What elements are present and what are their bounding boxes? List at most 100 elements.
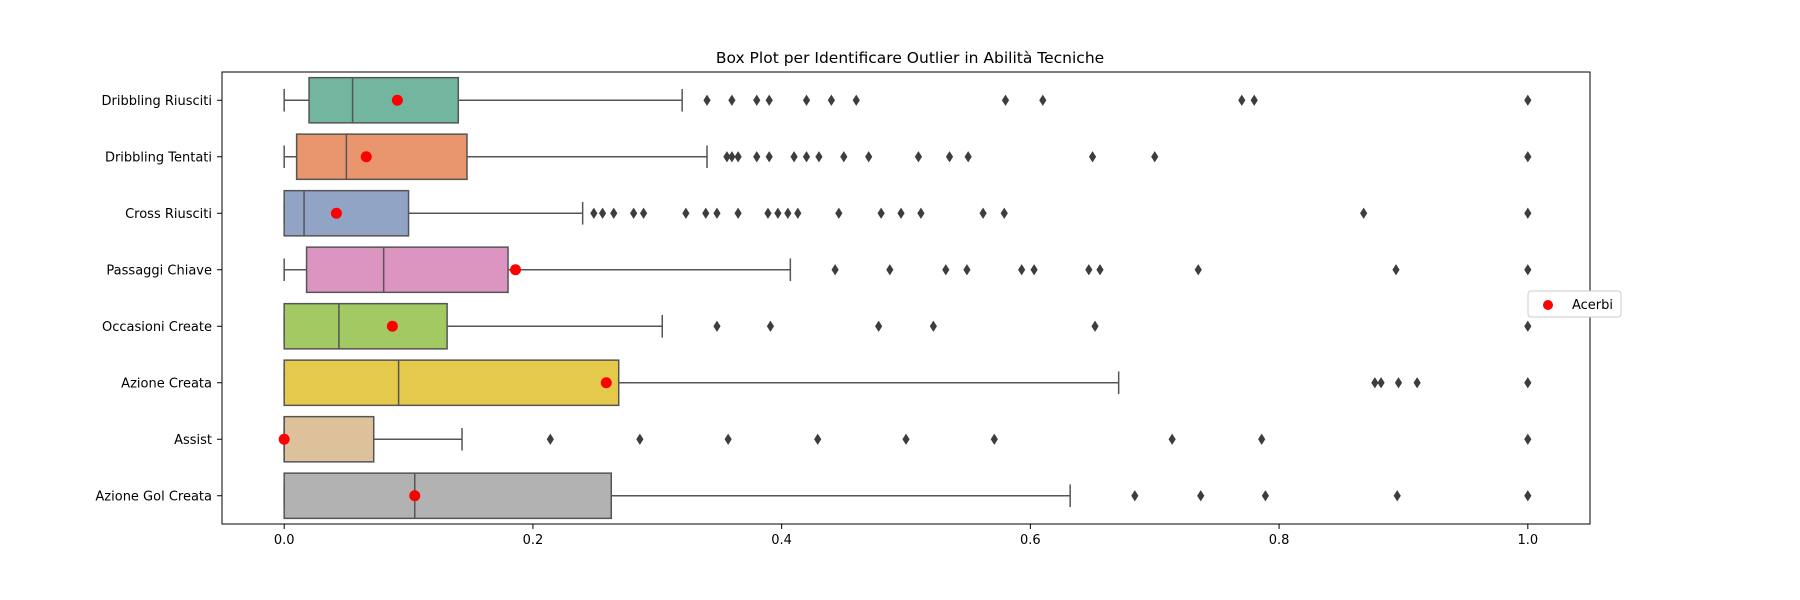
outlier-point [713, 320, 721, 332]
legend: Acerbi [1527, 290, 1622, 318]
box-occasioni-create [283, 302, 1532, 350]
outlier-point [1394, 377, 1403, 389]
outlier-point [636, 433, 644, 445]
plot-area [278, 76, 1532, 520]
x-tick-label: 0.6 [1020, 533, 1041, 548]
box-iqr [283, 415, 375, 463]
x-tick-label: 0.0 [274, 533, 295, 548]
acerbi-point [600, 377, 612, 389]
outlier-point [728, 94, 736, 106]
outlier-point [1238, 94, 1246, 106]
outlier-point [1096, 264, 1104, 276]
legend-label-acerbi: Acerbi [1572, 298, 1613, 313]
y-tick-label: Azione Creata [121, 376, 212, 391]
outlier-point [1168, 433, 1176, 445]
outlier-point [852, 94, 860, 106]
outlier-point [590, 207, 598, 219]
box-iqr [308, 76, 460, 124]
outlier-point [1250, 94, 1258, 106]
outlier-point [1085, 264, 1093, 276]
outlier-point [979, 207, 987, 219]
outlier-point [1131, 490, 1139, 502]
outlier-point [802, 94, 811, 106]
outlier-point [724, 433, 732, 445]
legend-marker-acerbi [1543, 300, 1553, 310]
x-tick-label: 0.4 [771, 533, 792, 548]
acerbi-point [509, 264, 521, 276]
box-iqr [305, 246, 509, 294]
outlier-point [1524, 433, 1532, 445]
legend-frame [1527, 290, 1622, 318]
outlier-point [1377, 377, 1385, 389]
outlier-point [1360, 207, 1368, 219]
x-tick-label: 0.8 [1269, 533, 1290, 548]
y-tick-label: Passaggi Chiave [106, 263, 212, 278]
outlier-point [765, 94, 773, 106]
outlier-point [1524, 490, 1532, 502]
box-passaggi-chiave [283, 246, 1532, 294]
box-azione-gol-creata [283, 472, 1532, 520]
acerbi-point [278, 433, 290, 445]
outlier-point [1030, 264, 1038, 276]
outlier-point [1194, 264, 1202, 276]
outlier-point [723, 151, 731, 163]
outlier-point [766, 320, 775, 332]
outlier-point [963, 264, 971, 276]
acerbi-point [386, 320, 398, 332]
outlier-point [877, 207, 885, 219]
outlier-point [827, 94, 835, 106]
outlier-point [790, 151, 798, 163]
outlier-point [1393, 490, 1401, 502]
outlier-point [1088, 151, 1097, 163]
outlier-point [1000, 207, 1008, 219]
outlier-point [764, 207, 772, 219]
y-tick-label: Azione Gol Creata [95, 489, 212, 504]
box-iqr [283, 302, 448, 350]
outlier-point [1392, 264, 1400, 276]
outlier-point [902, 433, 910, 445]
outlier-point [765, 151, 773, 163]
box-iqr [283, 472, 613, 520]
outlier-point [703, 94, 711, 106]
outlier-point [753, 94, 761, 106]
outlier-point [1524, 377, 1532, 389]
outlier-point [840, 151, 848, 163]
x-tick-label: 1.0 [1517, 533, 1538, 548]
outlier-point [886, 264, 894, 276]
outlier-point [917, 207, 925, 219]
outlier-point [682, 207, 690, 219]
outlier-point [815, 151, 823, 163]
outlier-point [1413, 377, 1421, 389]
acerbi-point [330, 207, 342, 219]
outlier-point [546, 433, 554, 445]
box-iqr [283, 359, 620, 407]
box-iqr [295, 133, 468, 181]
outlier-point [630, 207, 638, 219]
outlier-point [1524, 264, 1532, 276]
outlier-point [865, 151, 873, 163]
outlier-point [1371, 377, 1379, 389]
outlier-point [1001, 94, 1010, 106]
outlier-point [835, 207, 843, 219]
outlier-point [802, 151, 811, 163]
outlier-point [964, 151, 972, 163]
outlier-point [945, 151, 954, 163]
x-tick-label: 0.2 [523, 533, 544, 548]
outlier-point [1018, 264, 1026, 276]
outlier-point [1524, 94, 1532, 106]
outlier-point [897, 207, 905, 219]
y-tick-label: Dribbling Tentati [105, 150, 212, 165]
box-iqr [283, 189, 410, 237]
acerbi-point [409, 490, 421, 502]
outlier-point [1258, 433, 1266, 445]
outlier-point [734, 207, 742, 219]
outlier-point [1261, 490, 1270, 502]
y-tick-label: Dribbling Riusciti [102, 94, 212, 109]
outlier-point [1151, 151, 1159, 163]
outlier-point [942, 264, 950, 276]
outlier-point [1039, 94, 1047, 106]
outlier-point [794, 207, 802, 219]
outlier-point [728, 151, 736, 163]
chart-title: Box Plot per Identificare Outlier in Abi… [716, 49, 1104, 67]
outlier-point [598, 207, 607, 219]
